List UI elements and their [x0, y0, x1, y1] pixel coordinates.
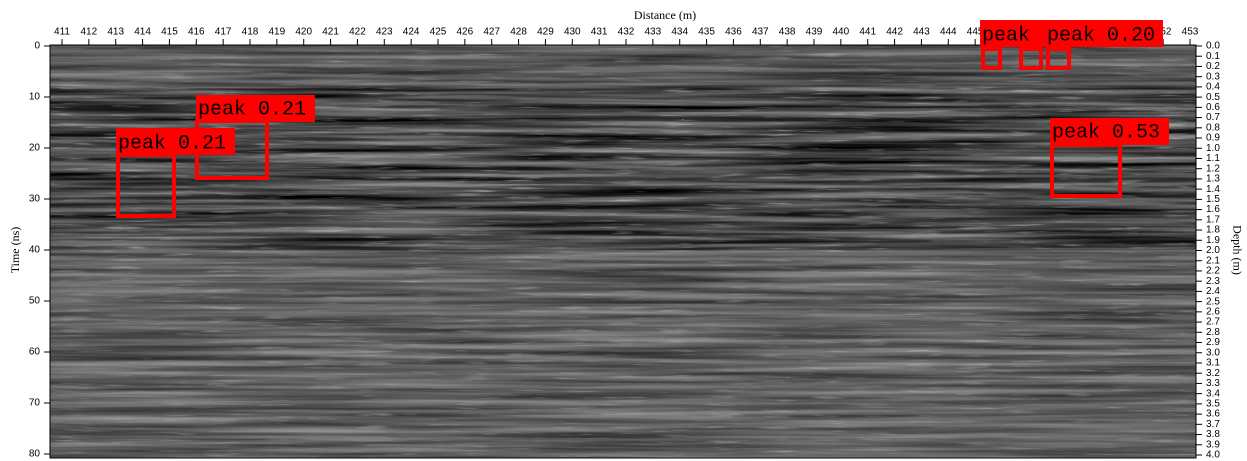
left-tick-label: 60 — [29, 347, 41, 358]
left-tick-label: 80 — [29, 449, 41, 460]
top-tick-label: 443 — [913, 27, 930, 38]
top-tick-label: 426 — [457, 27, 474, 38]
left-tick-label: 70 — [29, 398, 41, 409]
top-tick-label: 416 — [188, 27, 205, 38]
right-tick-label: 4.0 — [1206, 450, 1220, 461]
top-tick-label: 422 — [349, 27, 366, 38]
top-tick-label: 423 — [376, 27, 393, 38]
top-tick-label: 433 — [645, 27, 662, 38]
top-tick-label: 440 — [833, 27, 850, 38]
left-tick-label: 20 — [29, 143, 41, 154]
detection-label: peak 0.21 — [198, 98, 306, 121]
top-tick-label: 436 — [725, 27, 742, 38]
top-tick-label: 437 — [752, 27, 769, 38]
right-axis-title: Depth (m) — [1230, 225, 1244, 275]
top-tick-label: 419 — [269, 27, 286, 38]
detection-label: peak 0.21 — [118, 132, 226, 155]
detection-label: peak — [982, 24, 1030, 47]
top-axis-title: Distance (m) — [634, 8, 696, 22]
left-tick-label: 30 — [29, 194, 41, 205]
top-tick-label: 435 — [698, 27, 715, 38]
left-tick-label: 40 — [29, 245, 41, 256]
top-tick-label: 421 — [322, 27, 339, 38]
detection-label: peak 0.20 — [1047, 24, 1155, 47]
top-tick-label: 439 — [806, 27, 823, 38]
left-tick-label: 0 — [34, 41, 40, 52]
top-tick-label: 425 — [430, 27, 447, 38]
top-tick-label: 432 — [618, 27, 635, 38]
top-tick-label: 428 — [510, 27, 527, 38]
top-tick-label: 442 — [886, 27, 903, 38]
top-tick-label: 418 — [242, 27, 259, 38]
top-tick-label: 414 — [134, 27, 151, 38]
top-tick-label: 434 — [671, 27, 688, 38]
top-tick-label: 427 — [483, 27, 500, 38]
top-tick-label: 430 — [564, 27, 581, 38]
top-tick-label: 429 — [537, 27, 554, 38]
left-tick-label: 10 — [29, 92, 41, 103]
top-tick-label: 412 — [81, 27, 98, 38]
top-tick-label: 415 — [161, 27, 178, 38]
top-tick-label: 417 — [215, 27, 232, 38]
left-tick-label: 50 — [29, 296, 41, 307]
top-tick-label: 411 — [54, 27, 70, 38]
top-tick-label: 438 — [779, 27, 796, 38]
top-tick-label: 431 — [591, 27, 608, 38]
top-tick-label: 413 — [107, 27, 124, 38]
radargram-view: Distance (m) Time (ns) Depth (m) 411 412 4… — [0, 0, 1247, 461]
left-axis-title: Time (ns) — [8, 227, 22, 274]
top-tick-label: 453 — [1182, 27, 1199, 38]
detection-label: peak 0.53 — [1052, 121, 1160, 144]
top-tick-label: 444 — [940, 27, 957, 38]
top-tick-label: 441 — [859, 27, 876, 38]
top-tick-label: 420 — [295, 27, 312, 38]
top-tick-label: 424 — [403, 27, 420, 38]
